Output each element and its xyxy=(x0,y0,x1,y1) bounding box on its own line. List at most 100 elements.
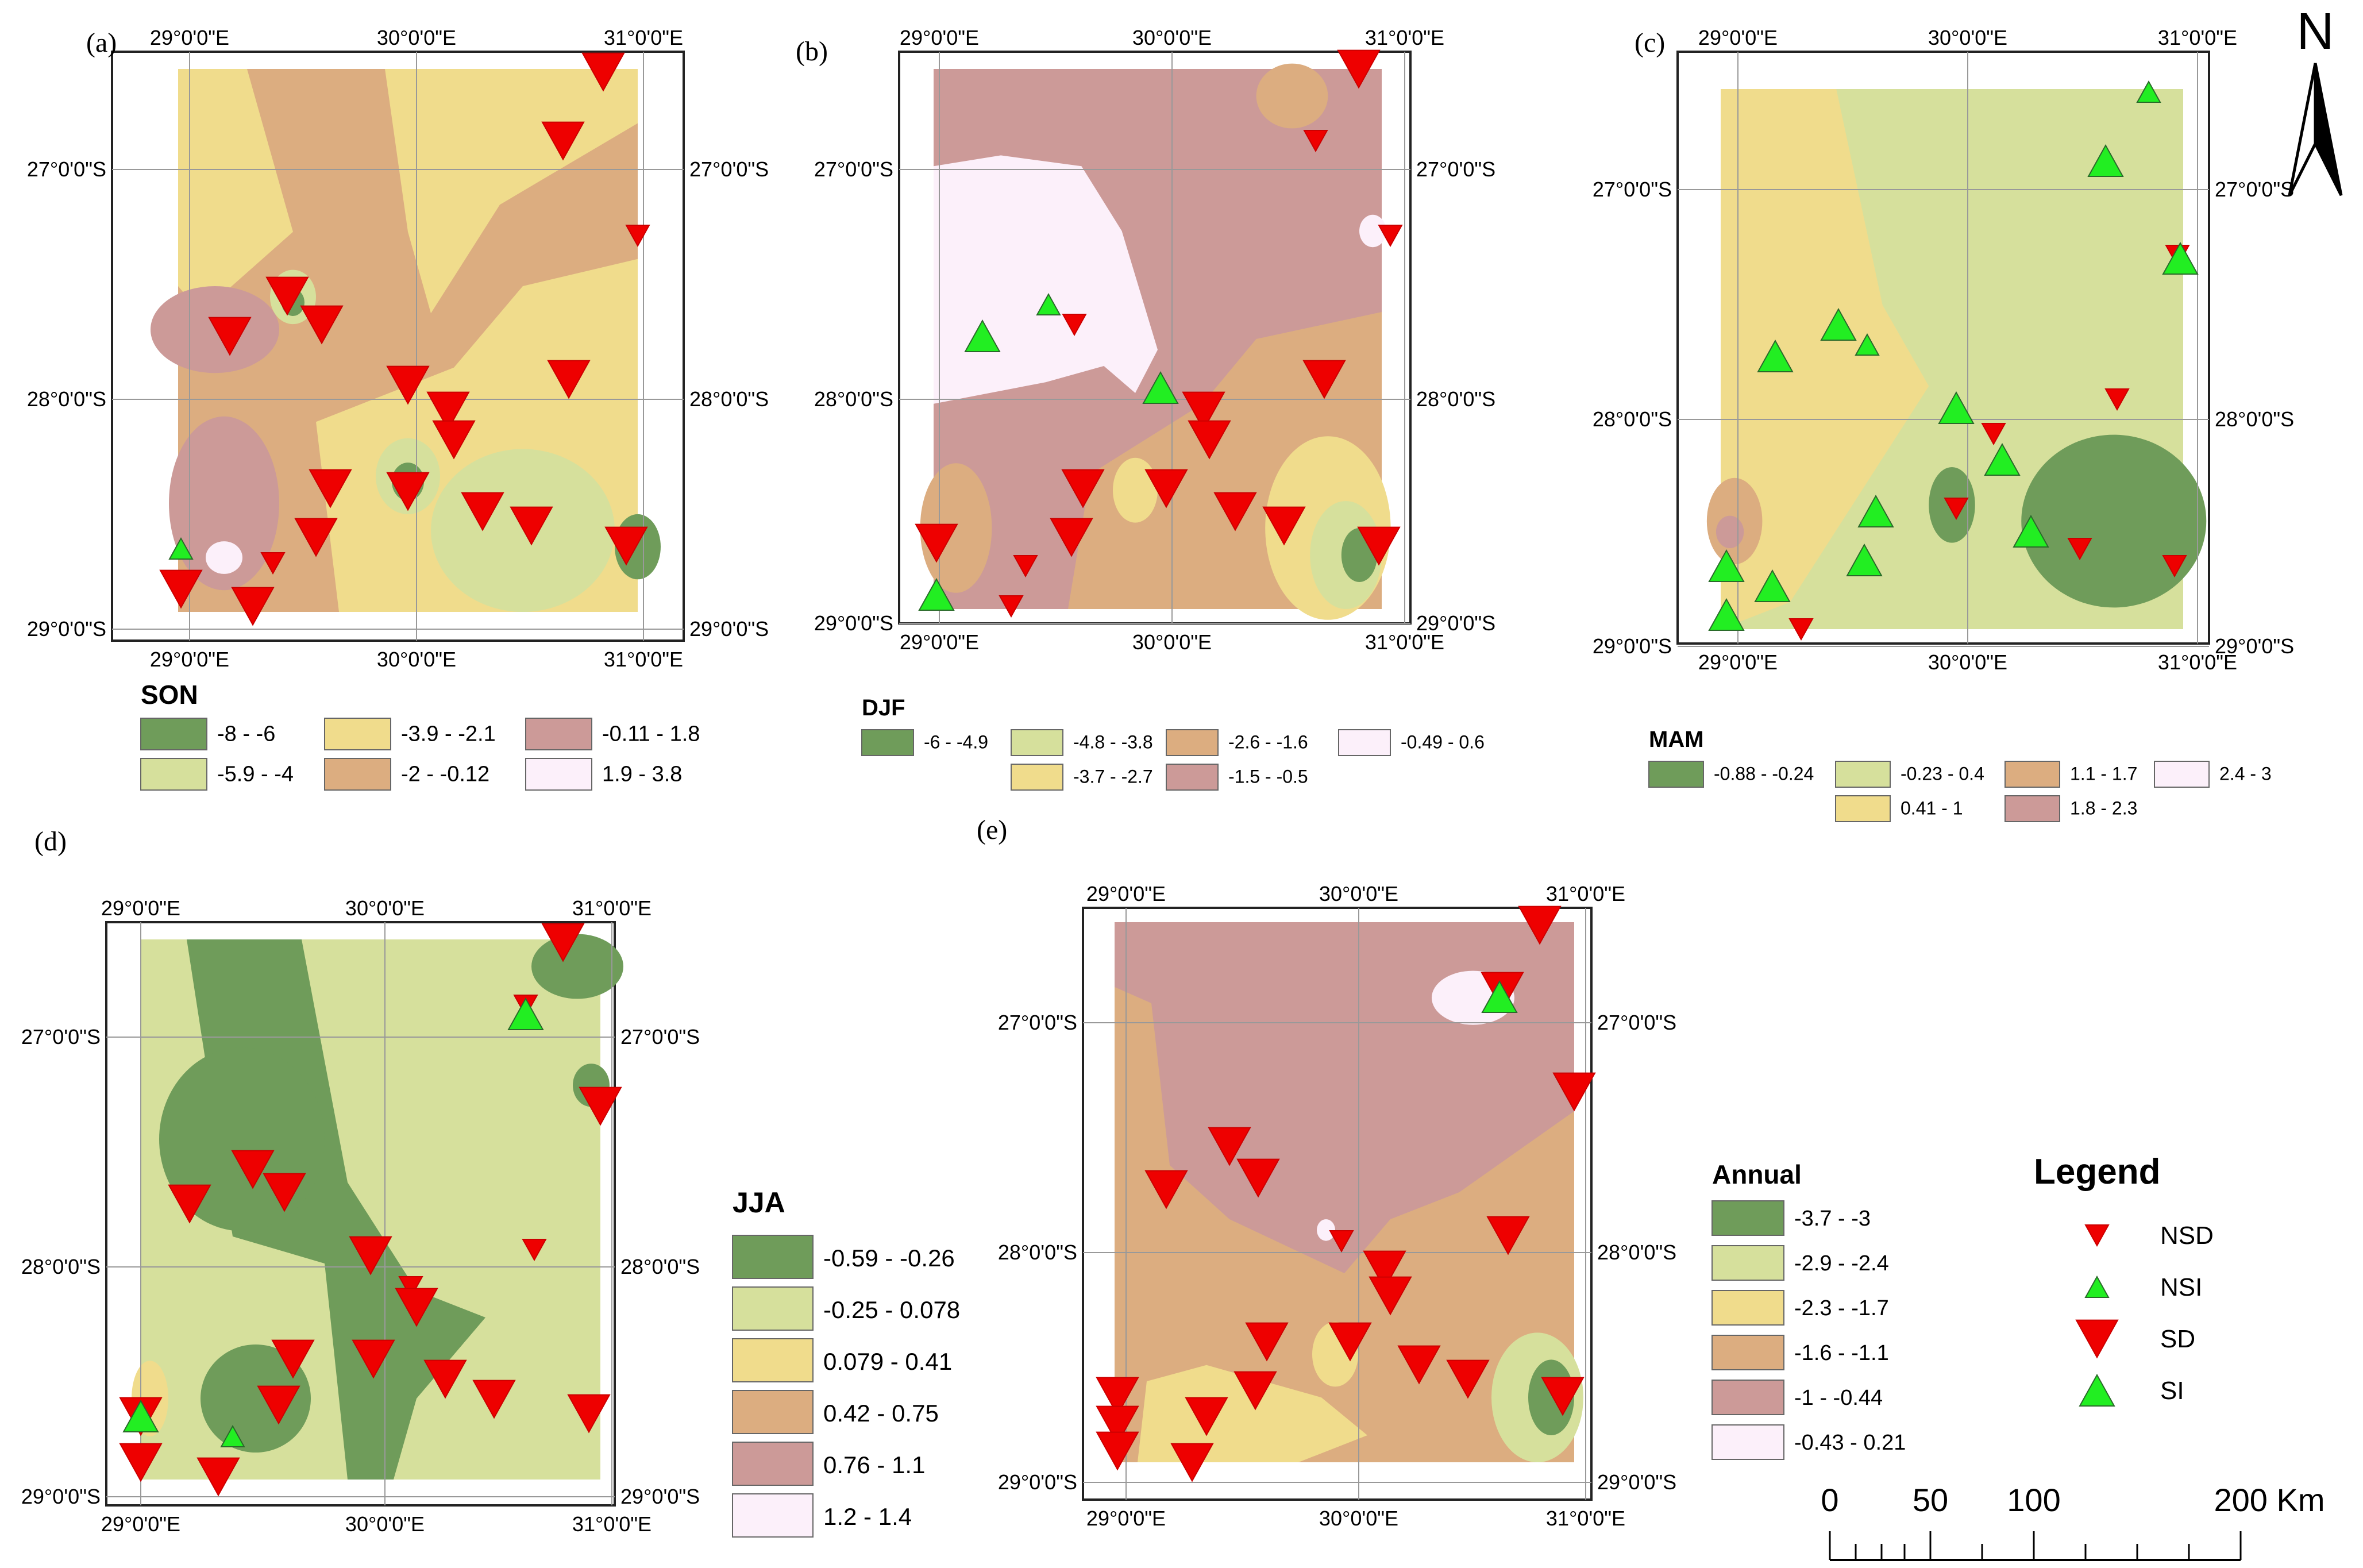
contour-patch xyxy=(1359,214,1386,248)
top-tick-label: 31°0'0"E xyxy=(604,26,683,49)
sd-marker xyxy=(1233,1371,1277,1411)
sd-marker xyxy=(1096,1405,1139,1445)
sd-marker xyxy=(231,587,275,626)
class-label: 1.8 - 2.3 xyxy=(2070,798,2137,818)
class-swatch xyxy=(1711,1380,1784,1415)
class-legend-title: Annual xyxy=(1712,1159,1802,1189)
sd-legend-symbol xyxy=(2075,1319,2119,1359)
legend-title: Legend xyxy=(2034,1152,2160,1192)
bottom-tick-label: 29°0'0"E xyxy=(150,648,229,671)
left-tick-label: 29°0'0"S xyxy=(814,611,893,635)
class-swatch xyxy=(525,718,592,750)
sd-marker xyxy=(1245,1322,1289,1362)
sd-marker xyxy=(915,523,958,563)
top-tick-label: 30°0'0"E xyxy=(345,896,425,920)
sd-marker xyxy=(541,121,585,161)
si-legend-symbol xyxy=(2079,1373,2115,1407)
sd-marker xyxy=(1302,360,1346,399)
sd-marker xyxy=(271,1339,315,1379)
sd-marker xyxy=(1061,469,1105,508)
sd-marker xyxy=(395,1288,438,1327)
sd-marker xyxy=(263,1173,306,1212)
sd-marker xyxy=(386,365,430,405)
contour-patch xyxy=(531,934,623,999)
class-label: 1.1 - 1.7 xyxy=(2070,763,2137,784)
nsi-marker xyxy=(168,537,194,560)
top-tick-label: 30°0'0"E xyxy=(1132,26,1212,49)
class-swatch xyxy=(1835,795,1891,822)
class-swatch xyxy=(861,729,914,756)
si-marker xyxy=(122,1399,159,1432)
sd-marker xyxy=(231,1150,275,1189)
class-swatch xyxy=(2004,761,2060,788)
class-swatch xyxy=(1011,764,1063,791)
bottom-tick-label: 29°0'0"E xyxy=(1086,1507,1166,1530)
sd-marker xyxy=(265,276,309,316)
nsd-marker xyxy=(1303,130,1328,153)
sd-marker xyxy=(1185,1397,1228,1436)
contour-region xyxy=(1115,987,1574,1462)
class-label: -8 - -6 xyxy=(217,722,275,746)
si-marker xyxy=(1142,371,1179,404)
bottom-tick-label: 31°0'0"E xyxy=(1365,630,1444,654)
sd-marker xyxy=(1518,906,1562,945)
class-legend-5: Annual -3.7 - -3 -2.9 - -2.4 -2.3 - -1.7 -1.… xyxy=(1711,1159,1906,1460)
nsi-marker xyxy=(2136,80,2161,103)
class-swatch xyxy=(1648,761,1704,788)
si-marker xyxy=(2087,144,2124,177)
right-tick-label: 28°0'0"S xyxy=(2215,407,2294,431)
left-tick-label: 28°0'0"S xyxy=(21,1255,101,1278)
si-marker xyxy=(1984,442,2021,476)
nsi-legend-symbol xyxy=(2084,1275,2110,1298)
right-tick-label: 27°0'0"S xyxy=(620,1025,700,1049)
sd-marker xyxy=(1050,518,1093,557)
right-tick-label: 27°0'0"S xyxy=(1597,1011,1676,1034)
class-swatch xyxy=(732,1493,814,1538)
nsd-marker xyxy=(522,1239,547,1262)
left-tick-label: 29°0'0"S xyxy=(21,1485,101,1508)
si-marker xyxy=(918,577,955,611)
left-tick-label: 27°0'0"S xyxy=(27,157,106,181)
scale-label: 100 xyxy=(2007,1482,2060,1518)
class-legend-title: JJA xyxy=(733,1186,785,1219)
sd-marker xyxy=(1337,49,1381,89)
nsd-marker xyxy=(1944,498,1969,521)
class-swatch xyxy=(732,1338,814,1382)
class-swatch xyxy=(732,1235,814,1279)
nsi-marker xyxy=(1855,333,1880,356)
si-marker xyxy=(2013,514,2049,548)
class-label: -6 - -4.9 xyxy=(924,731,988,752)
nsd-marker xyxy=(1788,618,1814,641)
class-legend-2: DJF -6 - -4.9 -4.8 - -3.8 -3.7 - -2.7 -2.6 -… xyxy=(861,695,1485,791)
right-tick-label: 29°0'0"S xyxy=(689,617,769,641)
right-tick-label: 27°0'0"S xyxy=(2215,178,2294,201)
sd-marker xyxy=(1328,1322,1372,1362)
scale-label: 200 Km xyxy=(2214,1482,2325,1518)
class-label: 0.079 - 0.41 xyxy=(823,1348,952,1375)
nsd-legend-symbol xyxy=(2084,1224,2110,1247)
contour-patch xyxy=(1317,1219,1335,1241)
bottom-tick-label: 31°0'0"E xyxy=(572,1512,652,1536)
contour-patch xyxy=(1113,457,1158,523)
top-tick-label: 30°0'0"E xyxy=(1319,882,1398,906)
bottom-tick-label: 29°0'0"E xyxy=(101,1512,180,1536)
si-marker xyxy=(1481,980,1518,1013)
left-tick-label: 28°0'0"S xyxy=(814,387,893,411)
left-tick-label: 28°0'0"S xyxy=(1593,407,1672,431)
right-tick-label: 29°0'0"S xyxy=(1416,611,1495,635)
legend-item-label: NSD xyxy=(2160,1222,2214,1250)
contour-region xyxy=(1138,1365,1367,1462)
class-label: -0.59 - -0.26 xyxy=(823,1245,955,1272)
contour-patch xyxy=(1716,515,1744,548)
si-marker xyxy=(1857,494,1894,527)
class-swatch xyxy=(525,758,592,791)
class-swatch xyxy=(732,1442,814,1486)
sd-marker xyxy=(1486,1216,1530,1255)
class-swatch xyxy=(2154,761,2210,788)
left-tick-label: 27°0'0"S xyxy=(998,1011,1077,1034)
sd-marker xyxy=(510,506,553,546)
top-tick-label: 31°0'0"E xyxy=(1546,882,1625,906)
sd-marker xyxy=(567,1394,611,1434)
sd-marker xyxy=(581,52,625,92)
nsd-marker xyxy=(2162,555,2187,578)
